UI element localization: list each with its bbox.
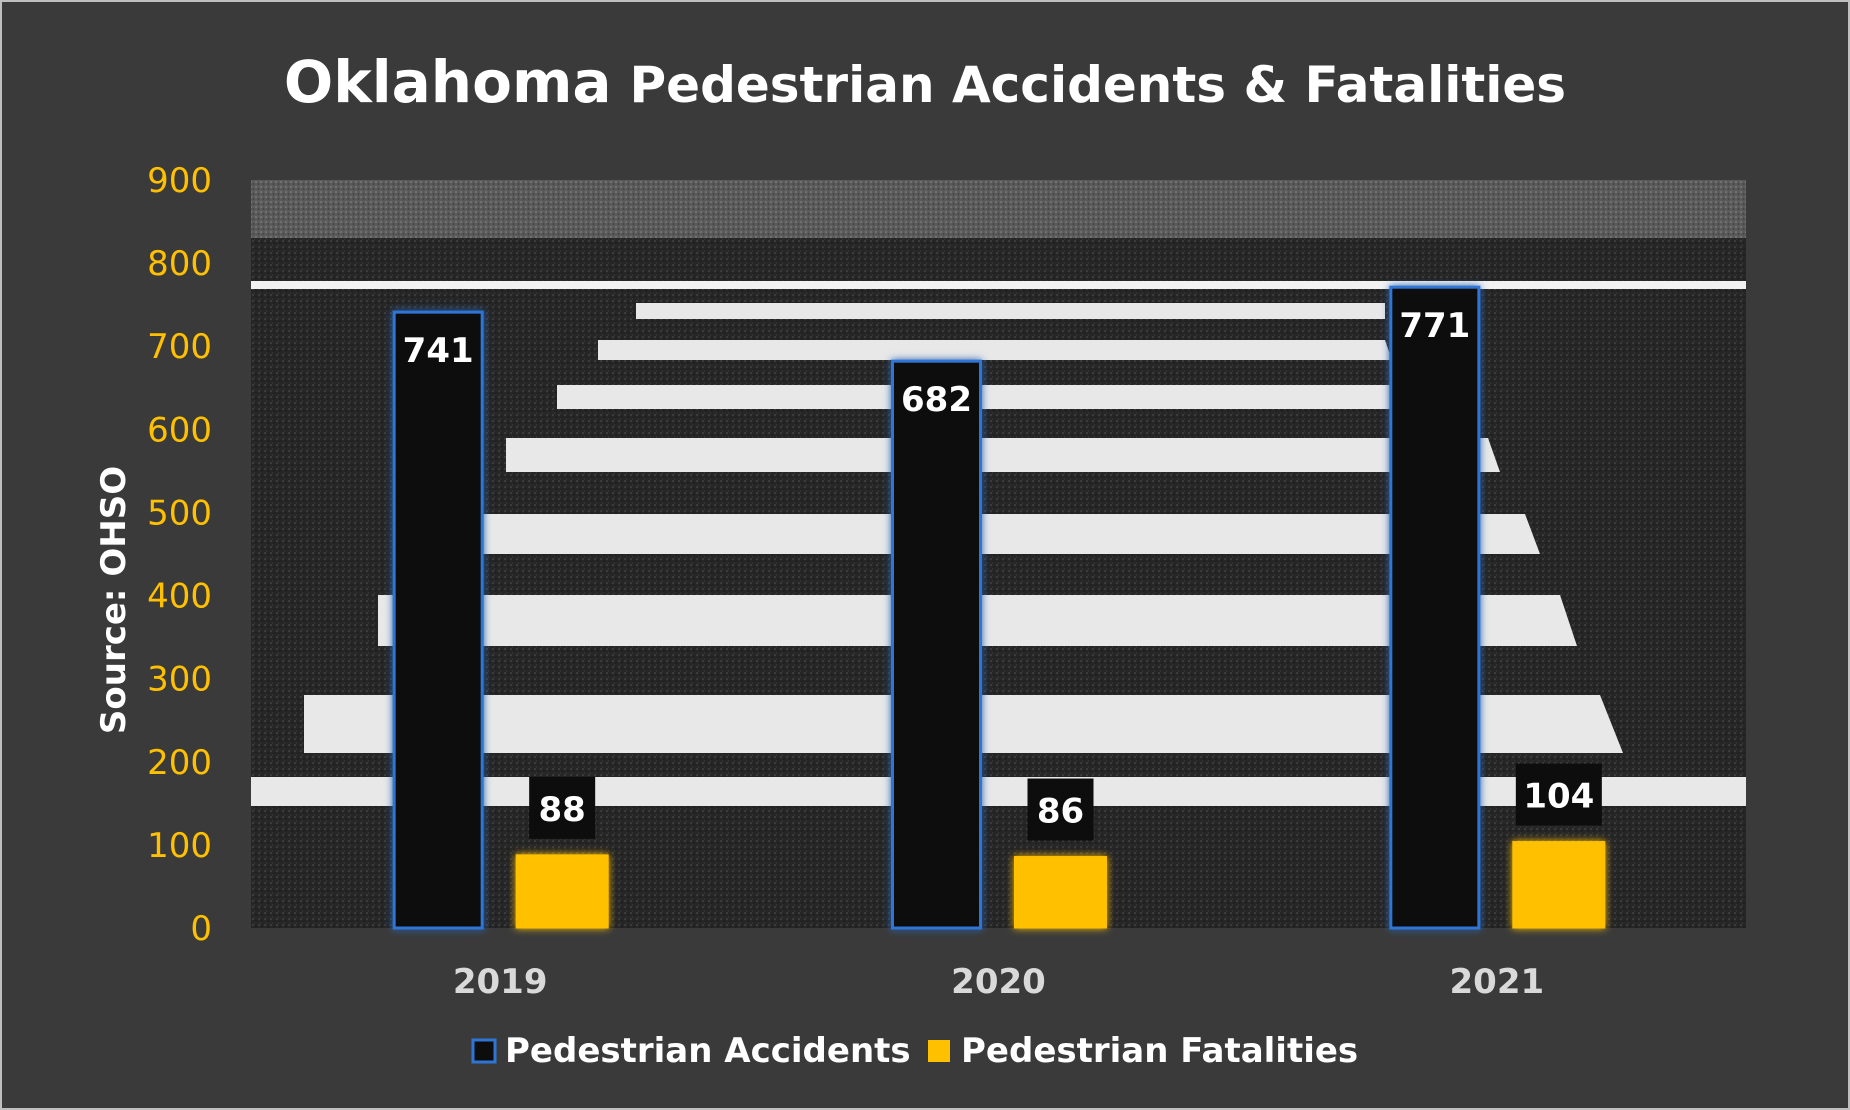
y-tick-label: 400 [147,577,212,617]
data-label-accidents: 771 [1399,306,1470,346]
bar-fatalities [1512,841,1606,929]
y-tick-label: 900 [147,161,212,201]
y-axis: 0 100 200 300 400 500 600 700 800 900 [147,161,212,949]
bar-accidents [1389,285,1481,930]
data-label-fatalities: 104 [1523,777,1594,817]
x-tick-label: 2019 [453,962,548,1002]
data-label-fatalities: 88 [539,790,586,830]
bar-accidents [891,359,982,930]
y-tick-label: 600 [147,410,212,450]
legend-swatch-accidents [471,1038,497,1064]
legend-label-accidents: Pedestrian Accidents [505,1031,911,1071]
legend: Pedestrian Accidents Pedestrian Fataliti… [471,1031,1358,1071]
legend-swatch-fatalities [928,1040,950,1062]
y-tick-label: 200 [147,743,212,783]
x-tick-label: 2021 [1450,962,1545,1002]
bar-fatalities [515,854,609,929]
y-axis-label: Source: OHSO [94,466,134,734]
data-label-accidents: 682 [901,380,972,420]
chart-title: Oklahoma Pedestrian Accidents & Fatalitie… [284,48,1566,116]
crosswalk-background [251,180,1746,928]
y-tick-label: 800 [147,244,212,284]
title-part-1: Oklahoma [284,48,612,116]
y-tick-label: 0 [190,909,212,949]
bar-accidents [392,310,484,930]
bars: 741 88 682 86 771 104 [392,285,1606,930]
bar-fatalities [1014,856,1107,929]
x-axis: 2019 2020 2021 [453,962,1544,1002]
y-tick-label: 500 [147,493,212,533]
y-tick-label: 100 [147,826,212,866]
y-tick-label: 700 [147,327,212,367]
data-label-box [1515,763,1602,826]
data-label-box [529,776,596,839]
x-tick-label: 2020 [951,962,1046,1002]
legend-label-fatalities: Pedestrian Fatalities [961,1031,1358,1071]
y-tick-label: 300 [147,660,212,700]
data-label-fatalities: 86 [1037,792,1084,832]
data-label-accidents: 741 [403,331,474,371]
title-part-2: Pedestrian Accidents & Fatalities [630,56,1567,114]
data-label-box [1027,778,1094,841]
